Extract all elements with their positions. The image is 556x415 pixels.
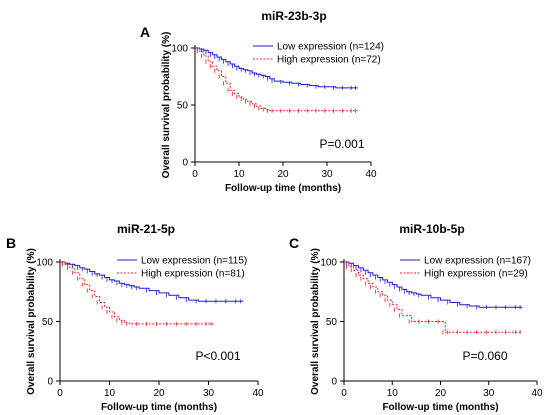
y-axis-title: Overall survival probability (%)	[310, 248, 321, 395]
p-value: P<0.001	[195, 349, 240, 363]
y-tick-label: 0	[47, 377, 53, 388]
panel-title: miR-23b-3p	[261, 9, 326, 23]
x-tick-label: 0	[341, 388, 347, 399]
y-tick-label: 0	[182, 158, 188, 169]
x-tick-label: 20	[153, 388, 165, 399]
panel-title: miR-21-5p	[117, 222, 175, 236]
x-tick-label: 30	[203, 388, 215, 399]
y-tick-label: 50	[177, 101, 189, 112]
survival-curve-high	[195, 47, 358, 112]
legend-label: Low expression (n=167)	[424, 256, 531, 267]
y-tick-label: 100	[36, 258, 53, 269]
p-value: P=0.001	[319, 137, 364, 151]
y-tick-label: 100	[320, 258, 337, 269]
x-tick-label: 10	[104, 388, 116, 399]
survival-curve-low	[195, 47, 358, 89]
y-tick-label: 50	[42, 317, 54, 328]
x-tick-label: 0	[57, 388, 63, 399]
legend-label: Low expression (n=115)	[141, 256, 247, 267]
x-tick-label: 30	[483, 388, 495, 399]
y-tick-label: 0	[331, 377, 337, 388]
x-tick-label: 20	[435, 388, 447, 399]
x-tick-label: 40	[252, 388, 264, 399]
legend-label: High expression (n=29)	[424, 269, 528, 280]
x-axis-title: Follow-up time (months)	[382, 402, 498, 413]
y-tick-label: 100	[171, 44, 188, 55]
y-axis-title: Overall survival probability (%)	[26, 248, 37, 395]
legend-label: High expression (n=81)	[141, 269, 245, 280]
x-tick-label: 20	[277, 169, 289, 180]
panel-letter: C	[289, 235, 299, 251]
legend-label: Low expression (n=124)	[277, 42, 384, 53]
x-axis-title: Follow-up time (months)	[225, 183, 341, 194]
survival-curve-high	[60, 261, 214, 325]
panel-letter: A	[140, 24, 150, 40]
panel-letter: B	[6, 235, 16, 251]
panel-title: miR-10b-5p	[399, 222, 464, 236]
p-value: P=0.060	[462, 349, 507, 363]
x-tick-label: 10	[387, 388, 399, 399]
survival-curve-high	[344, 261, 523, 333]
x-axis-title: Follow-up time (months)	[101, 402, 217, 413]
y-axis-title: Overall survival probability (%)	[161, 32, 172, 179]
survival-curve-low	[344, 261, 523, 308]
x-tick-label: 40	[531, 388, 543, 399]
y-tick-label: 50	[326, 317, 338, 328]
x-tick-label: 10	[233, 169, 245, 180]
x-tick-label: 30	[321, 169, 333, 180]
x-tick-label: 40	[365, 169, 377, 180]
legend-label: High expression (n=72)	[277, 55, 381, 66]
x-tick-label: 0	[192, 169, 198, 180]
